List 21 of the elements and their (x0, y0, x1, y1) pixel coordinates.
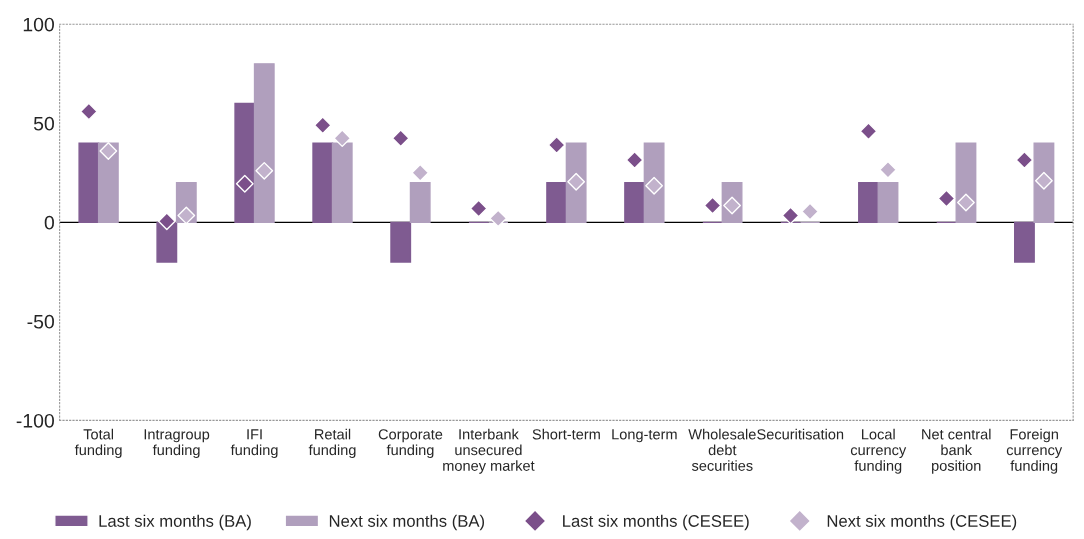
x-tick-label: Local currency funding (850, 428, 907, 474)
x-tick-label: Intragroup funding (144, 429, 210, 459)
x-tick-label: Securitisation (757, 428, 844, 440)
legend-label: Last six months (BA) (99, 514, 251, 531)
x-tick-label: Total funding (74, 428, 122, 459)
legend-label: Next six months (BA) (329, 514, 485, 531)
x-tick-label: Corporate funding (378, 429, 443, 459)
x-tick-label: Short-term (532, 428, 600, 440)
x-tick-label: IFI funding (230, 429, 278, 459)
x-tick-label: Foreign currency funding (1006, 428, 1063, 474)
y-tick-label: -50 (27, 314, 54, 329)
x-tick-label: Net central bank position (922, 428, 991, 474)
y-tick-label: -100 (16, 413, 54, 428)
legend-label: Next six months (CESEE) (827, 514, 1017, 531)
y-tick-label: 0 (44, 215, 54, 230)
x-tick-label: Retail funding (308, 428, 356, 459)
y-tick-label: 50 (33, 116, 54, 131)
x-tick-label: Wholesale debt securities (688, 428, 756, 471)
y-tick-label: 100 (23, 17, 54, 32)
legend-label: Last six months (CESEE) (563, 514, 749, 531)
x-tick-label: Long-term (612, 429, 677, 443)
